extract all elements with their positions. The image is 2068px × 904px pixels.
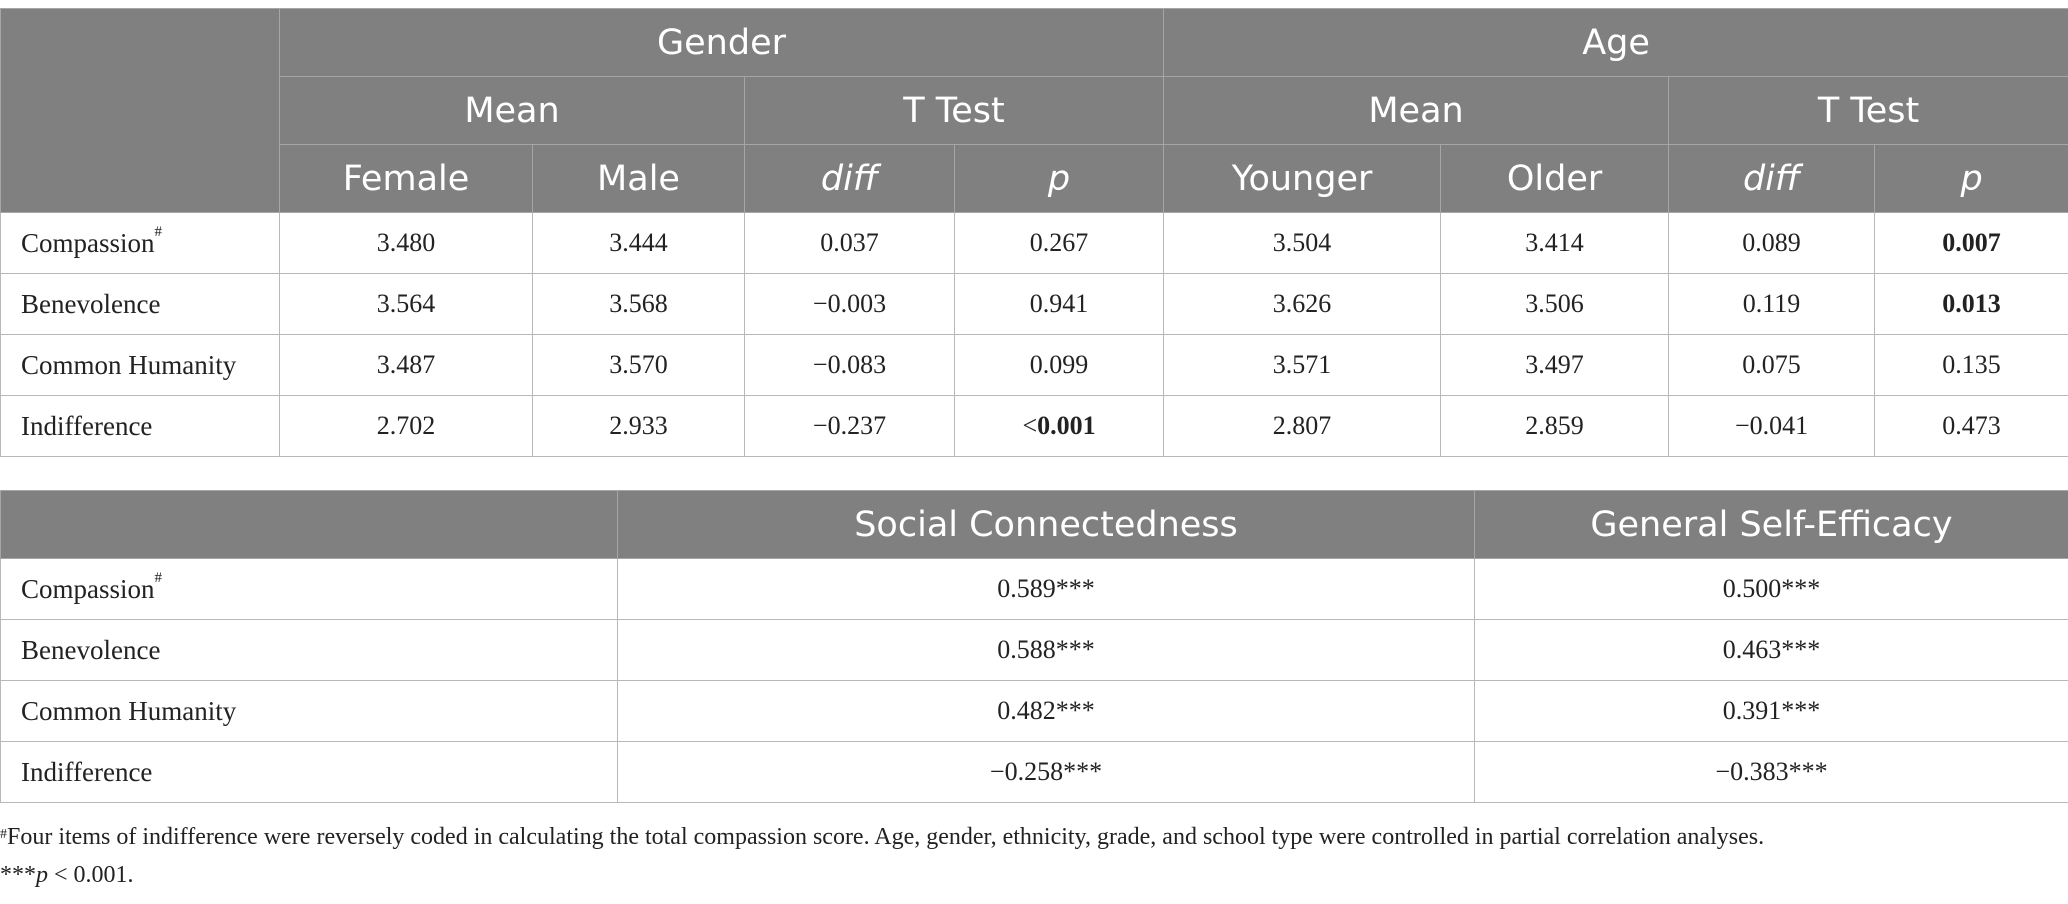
general-self-efficacy-header: General Self-Efficacy: [1474, 490, 2068, 559]
gender-diff-cell: −0.003: [744, 273, 955, 335]
social-connectedness-cell: 0.589***: [617, 558, 1475, 620]
less-than-sign: <: [1022, 411, 1038, 440]
age-diff-cell: 0.075: [1668, 334, 1876, 396]
significance-note: ***p < 0.001.: [0, 862, 134, 888]
male-mean-cell: 3.568: [532, 273, 745, 335]
row-label: Benevolence: [0, 619, 618, 681]
gender-p-header: p: [953, 144, 1165, 213]
younger-mean-cell: 3.626: [1163, 273, 1442, 335]
younger-mean-cell: 2.807: [1163, 395, 1442, 457]
female-mean-cell: 2.702: [279, 395, 533, 457]
age-p-header: p: [1874, 144, 2068, 213]
older-mean-cell: 3.414: [1440, 212, 1670, 274]
group-comparison-table: Gender Age Mean T Test Mean T Test Femal…: [0, 8, 2068, 457]
age-ttest-header: T Test: [1668, 76, 2068, 145]
younger-mean-cell: 3.571: [1163, 334, 1442, 396]
older-mean-cell: 3.497: [1440, 334, 1670, 396]
empty-corner-header: [0, 490, 618, 559]
row-label: Compassion#: [0, 212, 280, 274]
footnote-marker: #: [0, 827, 7, 842]
older-mean-cell: 3.506: [1440, 273, 1670, 335]
age-header: Age: [1163, 8, 2068, 77]
female-mean-cell: 3.487: [279, 334, 533, 396]
age-diff-cell: 0.119: [1668, 273, 1876, 335]
female-header: Female: [279, 144, 533, 213]
empty-corner-header: [0, 8, 280, 213]
gender-diff-cell: 0.037: [744, 212, 955, 274]
table-row: Benevolence 0.588*** 0.463***: [0, 619, 2068, 681]
gender-diff-cell: −0.237: [744, 395, 955, 457]
row-label: Common Humanity: [0, 334, 280, 396]
female-mean-cell: 3.480: [279, 212, 533, 274]
table-row: Benevolence 3.564 3.568 −0.003 0.941 3.6…: [0, 273, 2068, 335]
male-header: Male: [532, 144, 745, 213]
age-p-cell: 0.007: [1874, 212, 2068, 274]
age-diff-cell: −0.041: [1668, 395, 1876, 457]
table-row: Common Humanity 0.482*** 0.391***: [0, 680, 2068, 742]
self-efficacy-cell: 0.500***: [1474, 558, 2068, 620]
gender-diff-header: diff: [744, 144, 955, 213]
footnote-marker: #: [154, 569, 163, 586]
table-footnote: #Four items of indifference were reverse…: [0, 818, 2060, 894]
table-row: Indifference 2.702 2.933 −0.237 <0.001 2…: [0, 395, 2068, 457]
gender-diff-cell: −0.083: [744, 334, 955, 396]
social-connectedness-header: Social Connectedness: [617, 490, 1475, 559]
self-efficacy-cell: 0.463***: [1474, 619, 2068, 681]
age-diff-cell: 0.089: [1668, 212, 1876, 274]
younger-mean-cell: 3.504: [1163, 212, 1442, 274]
table-row: Common Humanity 3.487 3.570 −0.083 0.099…: [0, 334, 2068, 396]
row-label: Common Humanity: [0, 680, 618, 742]
social-connectedness-cell: −0.258***: [617, 741, 1475, 803]
row-label: Indifference: [0, 741, 618, 803]
male-mean-cell: 2.933: [532, 395, 745, 457]
self-efficacy-cell: −0.383***: [1474, 741, 2068, 803]
footnote-marker: #: [154, 223, 163, 240]
gender-p-cell: 0.267: [953, 212, 1165, 274]
social-connectedness-cell: 0.588***: [617, 619, 1475, 681]
row-label: Indifference: [0, 395, 280, 457]
female-mean-cell: 3.564: [279, 273, 533, 335]
gender-header: Gender: [278, 8, 1165, 77]
table-row: Compassion# 0.589*** 0.500***: [0, 558, 2068, 620]
gender-ttest-header: T Test: [743, 76, 1165, 145]
row-label: Compassion#: [0, 558, 618, 620]
gender-p-cell: 0.099: [953, 334, 1165, 396]
correlation-table: Social Connectedness General Self-Effica…: [0, 490, 2068, 803]
older-header: Older: [1440, 144, 1670, 213]
age-p-cell: 0.473: [1874, 395, 2068, 457]
table-row: Indifference −0.258*** −0.383***: [0, 741, 2068, 803]
age-p-cell: 0.013: [1874, 273, 2068, 335]
male-mean-cell: 3.444: [532, 212, 745, 274]
self-efficacy-cell: 0.391***: [1474, 680, 2068, 742]
row-label: Benevolence: [0, 273, 280, 335]
social-connectedness-cell: 0.482***: [617, 680, 1475, 742]
age-diff-header: diff: [1668, 144, 1876, 213]
age-p-cell: 0.135: [1874, 334, 2068, 396]
gender-mean-header: Mean: [279, 76, 745, 145]
younger-header: Younger: [1163, 144, 1442, 213]
gender-p-cell: 0.941: [953, 273, 1165, 335]
male-mean-cell: 3.570: [532, 334, 745, 396]
gender-p-cell: <0.001: [953, 395, 1165, 457]
footnote-line: #Four items of indifference were reverse…: [0, 824, 1765, 850]
table-row: Compassion# 3.480 3.444 0.037 0.267 3.50…: [0, 212, 2068, 274]
older-mean-cell: 2.859: [1440, 395, 1670, 457]
age-mean-header: Mean: [1163, 76, 1670, 145]
